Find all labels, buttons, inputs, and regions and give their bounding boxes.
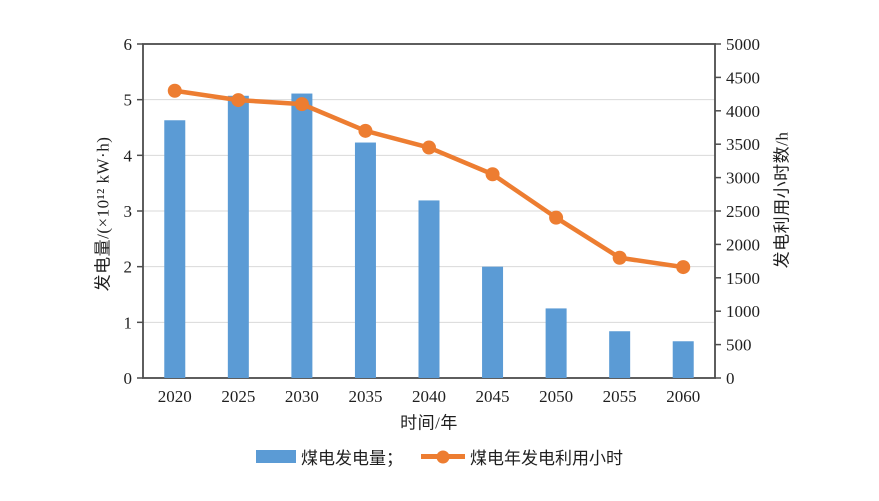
y-left-tick-label: 4 — [124, 146, 133, 165]
y-left-tick-label: 6 — [124, 35, 133, 54]
x-axis-title: 时间/年 — [400, 413, 458, 433]
line-marker-2040 — [422, 140, 436, 155]
y-left-axis-title: 发电量/(×10¹² kW·h) — [93, 136, 113, 292]
y-right-tick-label: 5000 — [726, 35, 760, 54]
bar-2055 — [609, 331, 631, 378]
x-tick-label: 2050 — [539, 387, 573, 406]
line-marker-2060 — [676, 260, 691, 275]
legend-label-line: 煤电年发电利用小时 — [470, 449, 623, 468]
y-left-tick-label: 2 — [124, 258, 133, 277]
line-swatch-marker-icon — [436, 450, 450, 463]
y-right-tick-label: 1000 — [726, 302, 760, 321]
y-right-axis-title: 发电利用小时数/h — [772, 131, 792, 269]
line-series-swatch-icon — [421, 450, 465, 463]
y-left-tick-label: 1 — [124, 313, 133, 332]
x-tick-label: 2060 — [666, 387, 700, 406]
bar-2020 — [164, 120, 186, 378]
legend-item-bar: 煤电发电量； — [256, 444, 403, 469]
y-right-tick-label: 4000 — [726, 102, 760, 121]
bar-series-swatch-icon — [256, 450, 296, 463]
x-tick-label: 2035 — [348, 387, 382, 406]
line-marker-2030 — [294, 97, 309, 112]
bar-2030 — [291, 93, 313, 378]
y-right-tick-label: 3500 — [726, 135, 760, 154]
line-marker-2035 — [358, 123, 373, 138]
bar-2050 — [545, 308, 567, 378]
bar-2060 — [672, 341, 694, 378]
x-tick-label: 2055 — [603, 387, 637, 406]
y-right-tick-label: 1500 — [726, 269, 760, 288]
x-tick-label: 2030 — [285, 387, 319, 406]
x-tick-label: 2025 — [221, 387, 255, 406]
line-marker-2025 — [231, 93, 246, 108]
legend-label-bar: 煤电发电量； — [301, 449, 403, 468]
y-right-tick-label: 2000 — [726, 235, 760, 254]
line-marker-2050 — [549, 210, 564, 225]
legend-item-line: 煤电年发电利用小时 — [421, 444, 623, 469]
line-marker-2020 — [167, 83, 182, 98]
x-tick-label: 2040 — [412, 387, 446, 406]
y-left-tick-label: 3 — [124, 202, 133, 221]
y-left-tick-label: 0 — [124, 369, 133, 388]
x-tick-label: 2020 — [158, 387, 192, 406]
y-right-tick-label: 0 — [726, 369, 735, 388]
y-right-tick-label: 4500 — [726, 68, 760, 87]
y-right-tick-label: 2500 — [726, 202, 760, 221]
line-marker-2045 — [485, 167, 500, 182]
y-right-tick-label: 500 — [726, 336, 752, 355]
bar-2025 — [227, 95, 249, 379]
legend: 煤电发电量； 煤电年发电利用小时 — [0, 444, 879, 469]
y-left-tick-label: 5 — [124, 91, 133, 110]
line-marker-2055 — [612, 250, 627, 265]
bar-2040 — [418, 200, 440, 378]
y-right-tick-label: 3000 — [726, 169, 760, 188]
bar-2035 — [354, 142, 376, 378]
bar-2045 — [482, 266, 504, 378]
x-tick-label: 2045 — [476, 387, 510, 406]
